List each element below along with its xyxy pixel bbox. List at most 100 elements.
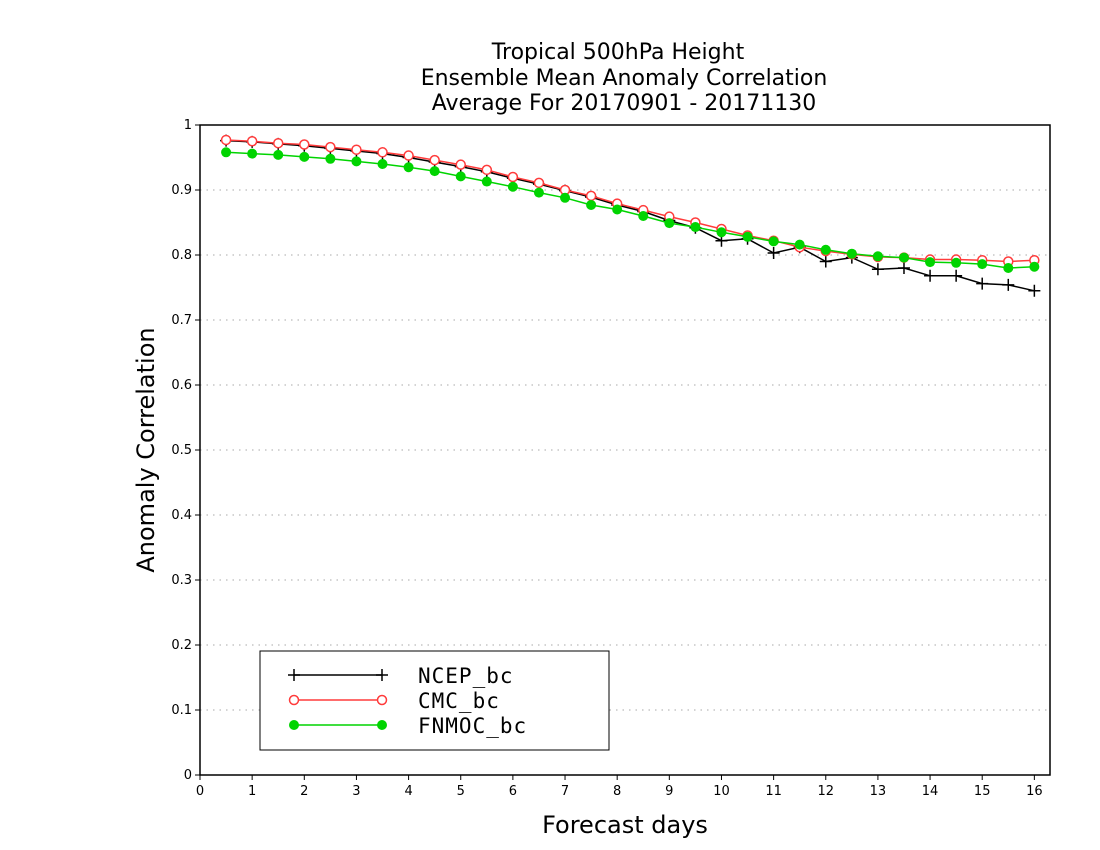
data-point-cmc-bc: [220, 134, 232, 146]
y-tick-label: 0.6: [171, 378, 192, 393]
axis-ticks: 00.10.20.30.40.50.60.70.80.910 1 2 3 4 5 6 7 8 9 1…: [171, 118, 1042, 799]
data-point-fnmoc-bc: [846, 248, 857, 259]
data-point-cmc-bc: [272, 137, 284, 149]
legend-marker-fnmoc-bc: [377, 720, 387, 730]
data-point-cmc-bc: [507, 171, 519, 183]
y-tick-label: 1: [184, 118, 192, 133]
legend-item-cmc-bc: CMC_bc: [288, 689, 500, 713]
data-point-fnmoc-bc: [221, 147, 232, 158]
y-axis-label: Anomaly Correlation: [132, 327, 160, 572]
data-point-fnmoc-bc: [638, 211, 649, 221]
x-tick-label: 3: [352, 784, 360, 799]
data-point-ncep-bc: [871, 263, 884, 276]
x-tick-label: 7: [561, 784, 569, 799]
data-point-fnmoc-bc: [612, 204, 623, 215]
title-line-3: Average For 20170901 - 20171130: [432, 91, 817, 116]
data-point-fnmoc-bc: [481, 176, 492, 187]
legend-label-fnmoc-bc: FNMOC_bc: [418, 714, 527, 738]
data-point-ncep-bc: [1028, 284, 1041, 297]
legend-item-fnmoc-bc: FNMOC_bc: [289, 714, 527, 738]
data-point-fnmoc-bc: [403, 162, 414, 173]
legend-marker-cmc-bc: [288, 694, 300, 706]
data-point-fnmoc-bc: [429, 166, 440, 177]
series-line-fnmoc-bc: [226, 151, 1035, 269]
data-point-cmc-bc: [377, 147, 388, 158]
x-tick-label: 13: [870, 784, 887, 799]
data-point-ncep-bc: [767, 247, 780, 260]
data-point-cmc-bc: [403, 150, 414, 161]
data-point-cmc-bc: [429, 154, 440, 166]
y-tick-label: 0.4: [171, 508, 192, 523]
x-tick-label: 0: [196, 784, 204, 799]
plot-frame: [199, 124, 1051, 776]
legend-label-cmc-bc: CMC_bc: [418, 689, 500, 713]
x-tick-label: 5: [457, 784, 465, 799]
data-point-fnmoc-bc: [977, 259, 988, 270]
data-point-fnmoc-bc: [351, 156, 362, 167]
data-point-fnmoc-bc: [898, 252, 909, 263]
series-group: [220, 134, 1041, 297]
data-point-fnmoc-bc: [690, 222, 701, 233]
data-point-cmc-bc: [533, 177, 545, 189]
data-point-ncep-bc: [1002, 278, 1015, 291]
data-point-cmc-bc: [325, 141, 336, 153]
data-point-fnmoc-bc: [716, 227, 727, 238]
data-point-fnmoc-bc: [455, 171, 466, 182]
title-line-2: Ensemble Mean Anomaly Correlation: [421, 66, 828, 91]
series-cmc-bc: [220, 134, 1040, 267]
data-point-ncep-bc: [897, 262, 910, 274]
data-point-fnmoc-bc: [273, 149, 284, 160]
legend-item-ncep-bc: NCEP_bc: [288, 664, 514, 688]
x-tick-label: 14: [922, 784, 939, 799]
data-point-fnmoc-bc: [325, 153, 336, 164]
data-point-cmc-bc: [585, 190, 597, 202]
x-tick-label: 16: [1026, 784, 1043, 799]
x-tick-label: 10: [713, 784, 730, 799]
series-line-cmc-bc: [226, 139, 1035, 263]
legend-marker-cmc-bc: [376, 694, 388, 706]
x-tick-label: 9: [665, 784, 673, 799]
y-tick-label: 0: [184, 768, 192, 783]
data-point-fnmoc-bc: [820, 244, 831, 255]
x-tick-label: 12: [817, 784, 834, 799]
gridlines: [200, 189, 1050, 711]
y-tick-label: 0.2: [171, 638, 192, 653]
data-point-cmc-bc: [481, 164, 493, 176]
data-point-cmc-bc: [351, 144, 362, 155]
data-point-fnmoc-bc: [742, 231, 753, 242]
data-point-ncep-bc: [976, 277, 989, 290]
y-tick-label: 0.1: [171, 703, 192, 718]
chart-title: Tropical 500hPa Height Ensemble Mean Ano…: [421, 40, 828, 116]
y-tick-label: 0.9: [171, 183, 192, 198]
y-tick-label: 0.5: [171, 443, 192, 458]
x-tick-label: 1: [248, 784, 256, 799]
y-tick-label: 0.7: [171, 313, 192, 328]
data-point-fnmoc-bc: [925, 257, 936, 268]
x-tick-label: 6: [509, 784, 517, 799]
legend-marker-ncep-bc: [288, 669, 300, 681]
series-ncep-bc: [220, 134, 1041, 297]
legend-label-ncep-bc: NCEP_bc: [418, 664, 514, 688]
data-point-fnmoc-bc: [533, 187, 544, 198]
data-point-fnmoc-bc: [872, 251, 883, 262]
x-tick-label: 2: [300, 784, 308, 799]
data-point-fnmoc-bc: [768, 236, 779, 247]
legend-marker-fnmoc-bc: [289, 720, 299, 730]
data-point-fnmoc-bc: [247, 148, 258, 159]
data-point-fnmoc-bc: [507, 181, 518, 192]
data-point-cmc-bc: [246, 136, 258, 147]
data-point-cmc-bc: [299, 139, 310, 150]
title-line-1: Tropical 500hPa Height: [491, 40, 745, 65]
x-tick-label: 4: [404, 784, 412, 799]
y-tick-label: 0.8: [171, 248, 192, 263]
data-point-fnmoc-bc: [664, 218, 675, 229]
data-point-fnmoc-bc: [951, 257, 962, 268]
data-point-ncep-bc: [950, 269, 963, 282]
series-fnmoc-bc: [221, 147, 1040, 273]
y-tick-label: 0.3: [171, 573, 192, 588]
data-point-cmc-bc: [455, 159, 466, 170]
data-point-fnmoc-bc: [560, 192, 571, 203]
x-tick-label: 11: [765, 784, 782, 799]
x-tick-label: 8: [613, 784, 621, 799]
